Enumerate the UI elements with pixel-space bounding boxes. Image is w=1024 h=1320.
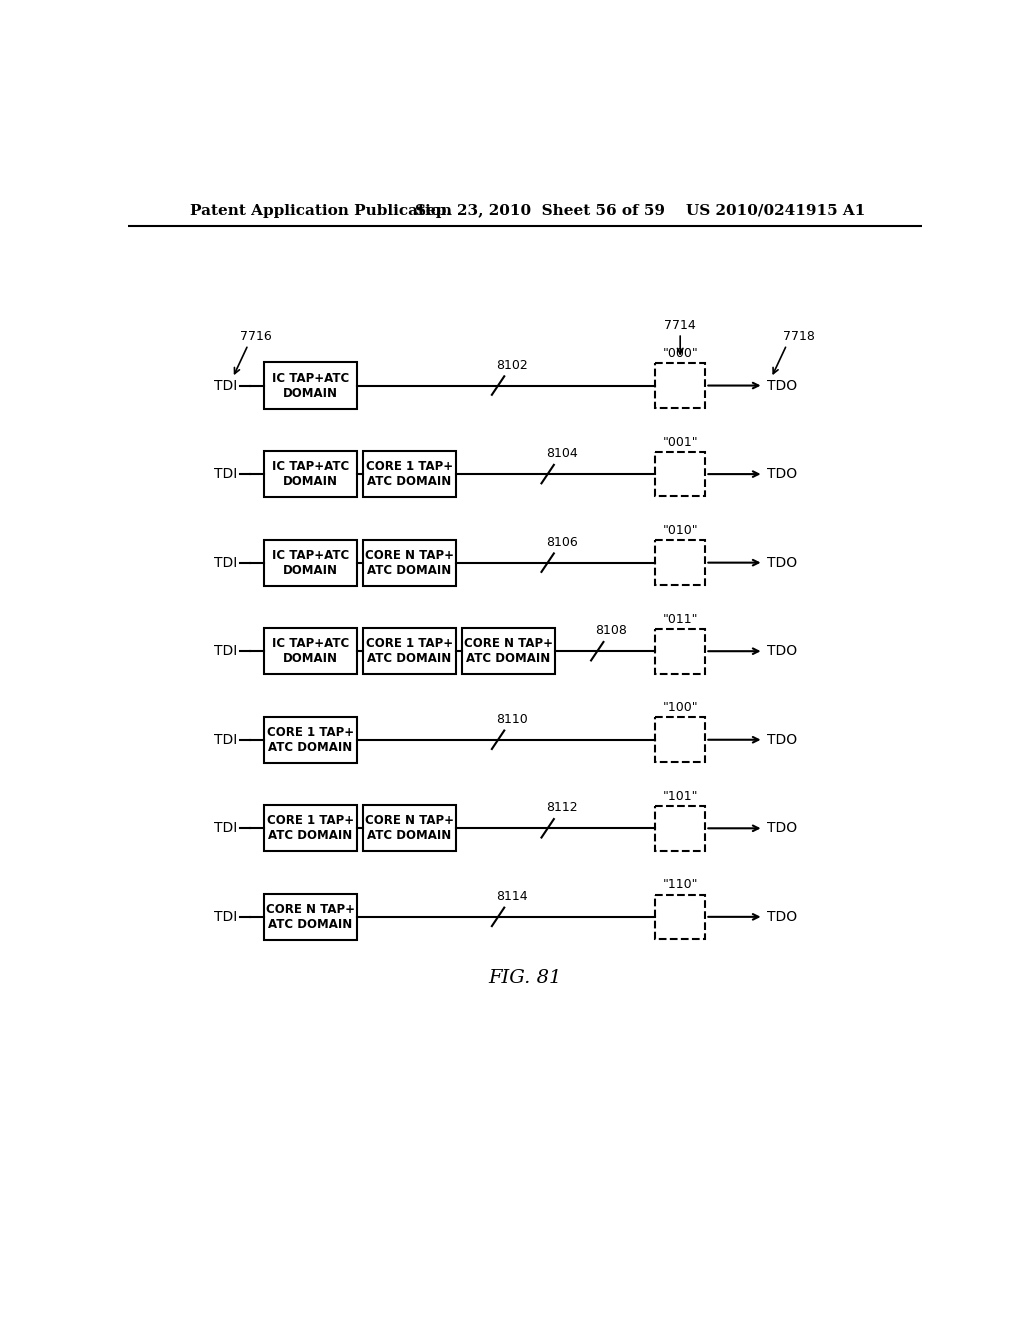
Text: 8114: 8114 — [497, 890, 527, 903]
Text: CORE 1 TAP+
ATC DOMAIN: CORE 1 TAP+ ATC DOMAIN — [266, 814, 353, 842]
Text: Sep. 23, 2010  Sheet 56 of 59: Sep. 23, 2010 Sheet 56 of 59 — [415, 203, 665, 218]
Text: TDI: TDI — [214, 733, 238, 747]
Text: Patent Application Publication: Patent Application Publication — [190, 203, 452, 218]
Bar — [263, 363, 356, 409]
Bar — [655, 540, 706, 585]
Bar — [263, 805, 356, 851]
Bar — [462, 628, 555, 675]
Bar — [263, 628, 356, 675]
Text: TDO: TDO — [767, 644, 798, 659]
Bar — [362, 451, 456, 498]
Text: "000": "000" — [663, 347, 698, 360]
Text: TDI: TDI — [214, 909, 238, 924]
Text: CORE N TAP+
ATC DOMAIN: CORE N TAP+ ATC DOMAIN — [365, 549, 454, 577]
Text: 8112: 8112 — [546, 801, 578, 814]
Text: 8108: 8108 — [595, 624, 627, 638]
Bar — [655, 895, 706, 940]
Text: FIG. 81: FIG. 81 — [488, 969, 561, 987]
Text: CORE N TAP+
ATC DOMAIN: CORE N TAP+ ATC DOMAIN — [265, 903, 354, 931]
Text: TDO: TDO — [767, 467, 798, 480]
Bar — [655, 718, 706, 762]
Text: CORE N TAP+
ATC DOMAIN: CORE N TAP+ ATC DOMAIN — [464, 638, 553, 665]
Bar — [655, 363, 706, 408]
Bar — [655, 628, 706, 673]
Bar — [362, 805, 456, 851]
Text: "101": "101" — [663, 789, 698, 803]
Text: 7716: 7716 — [241, 330, 272, 343]
Text: TDO: TDO — [767, 379, 798, 392]
Text: 8110: 8110 — [497, 713, 528, 726]
Text: TDO: TDO — [767, 556, 798, 570]
Text: 8104: 8104 — [546, 447, 578, 461]
Bar — [362, 628, 456, 675]
Text: CORE 1 TAP+
ATC DOMAIN: CORE 1 TAP+ ATC DOMAIN — [366, 461, 453, 488]
Text: TDI: TDI — [214, 644, 238, 659]
Text: "100": "100" — [663, 701, 698, 714]
Text: CORE 1 TAP+
ATC DOMAIN: CORE 1 TAP+ ATC DOMAIN — [366, 638, 453, 665]
Text: TDO: TDO — [767, 821, 798, 836]
Text: 7718: 7718 — [783, 330, 815, 343]
Text: IC TAP+ATC
DOMAIN: IC TAP+ATC DOMAIN — [271, 549, 349, 577]
Text: TDI: TDI — [214, 467, 238, 480]
Text: 8102: 8102 — [497, 359, 528, 372]
Text: TDO: TDO — [767, 733, 798, 747]
Text: TDO: TDO — [767, 909, 798, 924]
Text: "011": "011" — [663, 612, 698, 626]
Text: IC TAP+ATC
DOMAIN: IC TAP+ATC DOMAIN — [271, 461, 349, 488]
Text: "110": "110" — [663, 878, 698, 891]
Text: CORE 1 TAP+
ATC DOMAIN: CORE 1 TAP+ ATC DOMAIN — [266, 726, 353, 754]
Text: "010": "010" — [663, 524, 698, 537]
Text: TDI: TDI — [214, 821, 238, 836]
Text: TDI: TDI — [214, 556, 238, 570]
Text: 7714: 7714 — [665, 318, 696, 331]
Text: "001": "001" — [663, 436, 698, 449]
Bar — [263, 540, 356, 586]
Bar — [362, 540, 456, 586]
Bar — [263, 894, 356, 940]
Bar — [263, 451, 356, 498]
Bar — [655, 807, 706, 850]
Bar — [263, 717, 356, 763]
Text: TDI: TDI — [214, 379, 238, 392]
Text: IC TAP+ATC
DOMAIN: IC TAP+ATC DOMAIN — [271, 638, 349, 665]
Text: US 2010/0241915 A1: US 2010/0241915 A1 — [686, 203, 865, 218]
Text: IC TAP+ATC
DOMAIN: IC TAP+ATC DOMAIN — [271, 371, 349, 400]
Text: CORE N TAP+
ATC DOMAIN: CORE N TAP+ ATC DOMAIN — [365, 814, 454, 842]
Bar — [655, 451, 706, 496]
Text: 8106: 8106 — [546, 536, 578, 549]
